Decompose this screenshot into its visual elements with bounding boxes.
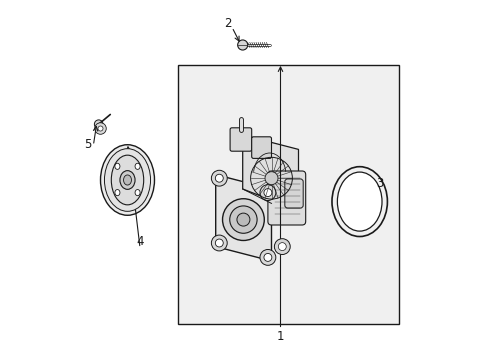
Circle shape [264,172,277,185]
Circle shape [215,174,223,182]
Text: 2: 2 [224,17,232,30]
Circle shape [260,185,275,201]
Circle shape [94,120,103,129]
Circle shape [211,170,227,186]
Ellipse shape [104,149,150,211]
Polygon shape [215,175,271,261]
Ellipse shape [111,155,143,205]
FancyBboxPatch shape [267,171,305,225]
Ellipse shape [115,190,120,196]
Circle shape [215,239,223,247]
FancyBboxPatch shape [230,128,251,151]
Ellipse shape [135,190,140,196]
Circle shape [264,189,271,197]
Circle shape [229,206,257,233]
Circle shape [278,243,285,251]
Circle shape [237,40,247,50]
Circle shape [274,239,289,255]
Ellipse shape [123,175,131,185]
Circle shape [98,126,103,131]
Text: 1: 1 [276,330,284,343]
Ellipse shape [135,163,140,170]
Text: 5: 5 [84,138,91,150]
Ellipse shape [337,172,381,231]
Text: 4: 4 [136,235,143,248]
Text: 3: 3 [375,177,383,190]
Ellipse shape [115,163,120,170]
Circle shape [260,249,275,265]
Circle shape [237,213,249,226]
FancyBboxPatch shape [251,137,271,158]
Ellipse shape [101,145,154,215]
Bar [178,65,399,324]
Circle shape [211,235,227,251]
Ellipse shape [120,171,135,189]
Polygon shape [242,135,298,211]
Ellipse shape [331,167,386,237]
FancyBboxPatch shape [284,179,303,208]
Circle shape [95,123,106,134]
Circle shape [222,199,264,240]
Circle shape [264,253,271,261]
